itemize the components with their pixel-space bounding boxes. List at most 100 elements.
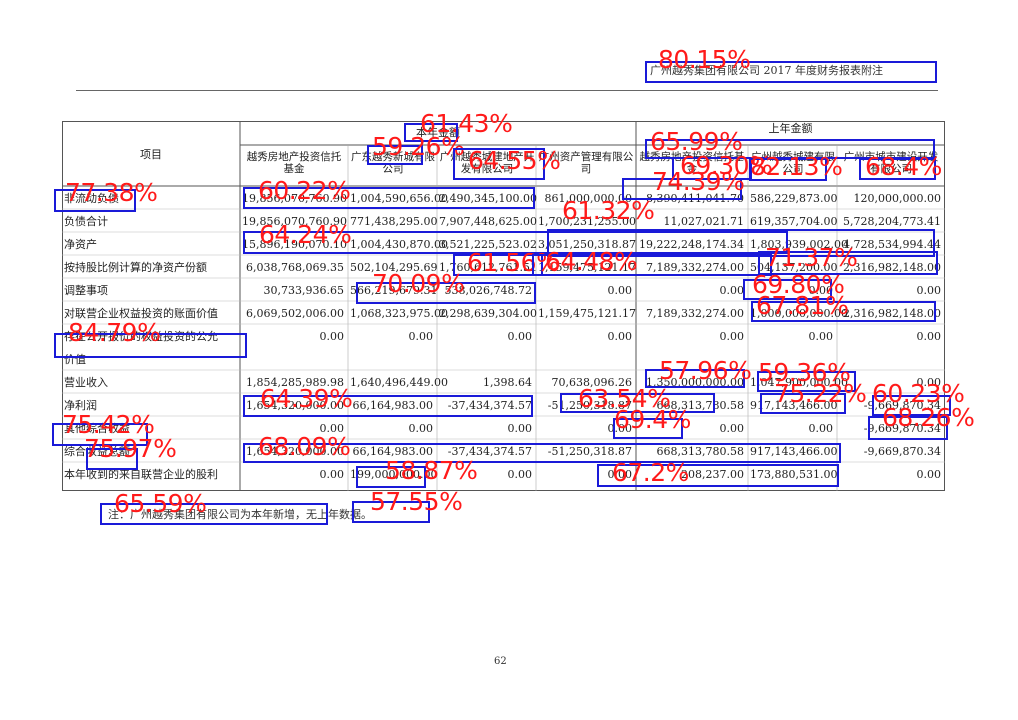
- table-cell: 0.00: [607, 330, 633, 343]
- table-cell: 1,760,612,761.51: [439, 261, 537, 274]
- table-cell: 2,316,982,148.00: [843, 307, 941, 320]
- table-cell: 66,164,983.00: [352, 445, 433, 458]
- table-cell: 2,316,982,148.00: [843, 261, 941, 274]
- table-cell: 1,654,320,000.00: [246, 445, 344, 458]
- table-cell: 1,068,323,975.00: [350, 307, 448, 320]
- confidence-label: 65.59%: [114, 489, 207, 518]
- table-cell: 0.00: [607, 468, 633, 481]
- row-label: 营业收入: [64, 376, 108, 389]
- confidence-label: 67.2%: [612, 458, 689, 487]
- table-cell: 3,051,250,318.87: [538, 238, 636, 251]
- table-cell: 0.00: [808, 330, 834, 343]
- row-label: 调整事项: [64, 284, 108, 297]
- table-cell: 173,880,531.00: [750, 468, 838, 481]
- confidence-label: 57.96%: [659, 356, 752, 385]
- row-label: 按持股比例计算的净资产份额: [64, 261, 207, 274]
- table-cell: 0.00: [916, 284, 942, 297]
- confidence-label: 61.43%: [420, 109, 513, 138]
- table-cell: 0.00: [319, 330, 345, 343]
- confidence-label: 67.81%: [756, 291, 849, 320]
- table-cell: 199,000,000.00: [350, 468, 438, 481]
- confidence-label: 70.09%: [372, 269, 465, 298]
- table-cell: -51,250,318.87: [547, 399, 632, 412]
- confidence-label: 71.37%: [765, 243, 858, 272]
- table-cell: 4,728,534,994.44: [843, 238, 941, 251]
- entity-header: 广州越秀城建地产开发有限公司: [439, 151, 535, 175]
- table-cell: 1,350,000,000.00: [646, 376, 744, 389]
- confidence-label: 59.26%: [372, 132, 465, 161]
- table-cell: 1,004,430,870.00: [350, 238, 448, 251]
- entity-header: 广州资产管理有限公司: [538, 151, 634, 175]
- table-cell: 7,907,448,625.00: [439, 215, 537, 228]
- confidence-label: 77.38%: [65, 178, 158, 207]
- table-cell: 1,654,320,000.00: [246, 399, 344, 412]
- table-cell: -37,434,374.57: [447, 445, 532, 458]
- entity-header: 广东越秀新城有限公司: [351, 151, 435, 175]
- table-cell: 3,521,225,523.02: [439, 238, 537, 251]
- table-cell: 7,189,332,274.00: [646, 261, 744, 274]
- row-label: 本年收到的来自联营企业的股利: [64, 468, 218, 481]
- table-cell: 566,219,679.31: [350, 284, 438, 297]
- confidence-label: 68.09%: [258, 432, 351, 461]
- table-cell: 668,313,780.58: [656, 445, 744, 458]
- row-label: 净资产: [64, 238, 97, 251]
- confidence-label: 59.36%: [758, 358, 851, 387]
- table-cell: 0.00: [916, 468, 942, 481]
- table-cell: 0.00: [607, 284, 633, 297]
- confidence-label: 65.99%: [650, 127, 743, 156]
- table-cell: 5,728,204,773.41: [843, 215, 941, 228]
- table-cell: 1,803,939,002.00: [750, 238, 848, 251]
- table-cell: 586,229,873.00: [750, 192, 838, 205]
- confidence-label: 68.26%: [882, 403, 975, 432]
- table-cell: 1,159,475,121.17: [538, 307, 636, 320]
- confidence-label: 57.55%: [370, 487, 463, 516]
- confidence-label: 60.22%: [258, 176, 351, 205]
- table-footnote: 注：广州越秀集团有限公司为本年新增，无上年数据。: [108, 508, 372, 521]
- confidence-label: 82.13%: [750, 152, 843, 181]
- table-cell: 0.00: [808, 284, 834, 297]
- table-cell: 1,854,285,989.98: [246, 376, 344, 389]
- confidence-label: 68.4%: [865, 152, 942, 181]
- table-cell: 0.00: [719, 284, 745, 297]
- row-label: 对联营企业权益投资的账面价值: [64, 307, 218, 320]
- table-cell: 1,004,590,656.00: [350, 192, 448, 205]
- table-cell: 917,143,466.00: [750, 445, 838, 458]
- table-cell: 668,313,780.58: [656, 399, 744, 412]
- table-cell: 0.00: [507, 468, 533, 481]
- table-cell: 6,038,768,069.35: [246, 261, 344, 274]
- table-cell: 0.00: [319, 422, 345, 435]
- confidence-label: 84.79%: [68, 318, 161, 347]
- row-label: 价值: [64, 353, 86, 366]
- table-cell: 1,159,475,121.17: [538, 261, 636, 274]
- confidence-label: 69.4%: [614, 405, 691, 434]
- table-cell: -9,669,870.34: [863, 445, 941, 458]
- table-cell: -9,669,870.34: [863, 399, 941, 412]
- confidence-label: 63.54%: [578, 384, 671, 413]
- current-period-header: 本年金额: [416, 126, 460, 139]
- header-rule: [76, 90, 938, 91]
- table-cell: -51,250,318.87: [547, 445, 632, 458]
- table-cell: 0.00: [719, 422, 745, 435]
- table-cell: 538,026,748.72: [444, 284, 532, 297]
- table-cell: 771,438,295.00: [350, 215, 438, 228]
- table-cell: 7,189,332,274.00: [646, 307, 744, 320]
- confidence-label: 69.80%: [752, 270, 845, 299]
- table-cell: 917,143,466.00: [750, 399, 838, 412]
- row-label: 净利润: [64, 399, 97, 412]
- table-cell: 70,638,096.26: [551, 376, 632, 389]
- table-cell: 0.00: [408, 330, 434, 343]
- table-cell: 1,047,900,000.00: [750, 376, 848, 389]
- confidence-label: 64.48%: [545, 247, 638, 276]
- row-label: 其他综合收益: [64, 422, 130, 435]
- table-cell: 2,490,345,100.00: [439, 192, 537, 205]
- project-column-header: 项目: [140, 148, 162, 161]
- table-cell: 0.00: [319, 468, 345, 481]
- table-cell: 0.00: [408, 422, 434, 435]
- table-cell: 1,000,000,000.00: [750, 307, 848, 320]
- table-cell: 502,104,295.69: [350, 261, 438, 274]
- table-cell: 19,856,070,760.90: [242, 215, 347, 228]
- prior-period-header: 上年金额: [768, 122, 813, 135]
- confidence-label: 75.22%: [774, 379, 867, 408]
- table-cell: 0.00: [719, 330, 745, 343]
- row-label: 负债合计: [64, 215, 108, 228]
